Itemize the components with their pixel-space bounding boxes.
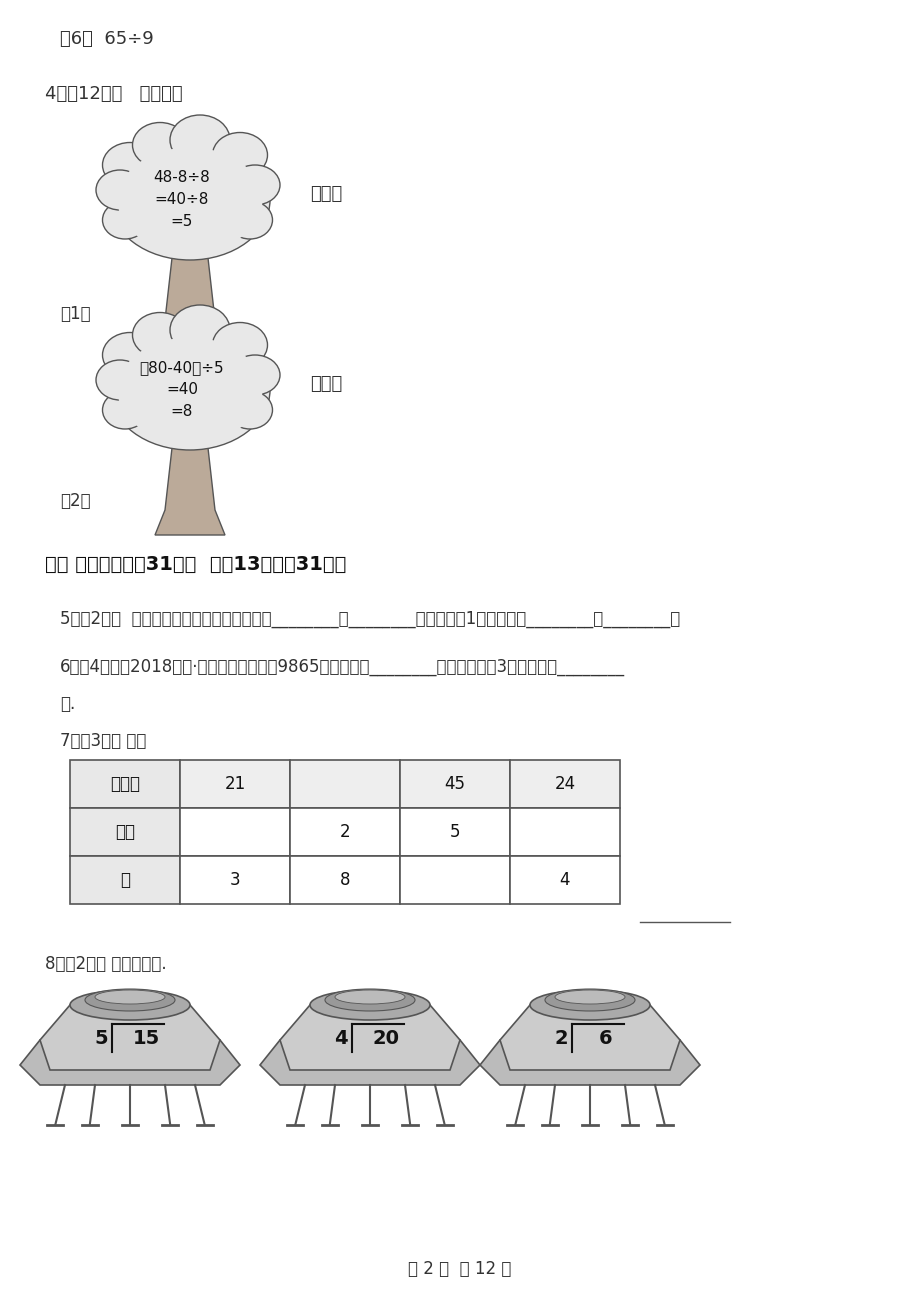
Text: 45: 45 [444,775,465,793]
Polygon shape [480,1040,699,1085]
Text: 页.: 页. [60,695,75,713]
Ellipse shape [96,171,144,210]
Text: 5．（2分）  记数算盘的十位上一个下珠表示________个________，一个上珠1个下珠表示________个________。: 5．（2分） 记数算盘的十位上一个下珠表示________个________，一… [60,611,679,628]
Bar [180,855,289,904]
Text: 6: 6 [598,1029,612,1048]
Text: 21: 21 [224,775,245,793]
Text: 除数: 除数 [115,823,135,841]
Text: 5: 5 [449,823,460,841]
Text: 3: 3 [230,871,240,889]
Text: 20: 20 [372,1029,399,1048]
Text: （6）  65÷9: （6） 65÷9 [60,30,153,48]
Text: 改正：: 改正： [310,185,342,203]
Ellipse shape [118,337,262,443]
Ellipse shape [110,329,269,450]
Ellipse shape [95,990,165,1004]
Ellipse shape [230,355,279,395]
Ellipse shape [227,201,272,240]
Ellipse shape [212,323,267,367]
Ellipse shape [96,359,144,400]
Bar [400,809,509,855]
Ellipse shape [118,147,262,253]
Text: 第 2 页  共 12 页: 第 2 页 共 12 页 [408,1260,511,1279]
Polygon shape [20,1040,240,1085]
Text: 8: 8 [339,871,350,889]
Polygon shape [279,1005,460,1070]
Bar [509,760,619,809]
Text: 48-8÷8: 48-8÷8 [153,171,210,185]
Ellipse shape [529,990,650,1019]
Text: 7．（3分） 填表: 7．（3分） 填表 [60,732,146,750]
Bar [509,809,619,855]
Polygon shape [499,1005,679,1070]
Text: 6．（4分）（2018四上·澄迈期中）学校有9865人，大约是________人；一本书有3页，大约是________: 6．（4分）（2018四上·澄迈期中）学校有9865人，大约是________人… [60,658,624,676]
Text: 2: 2 [554,1029,567,1048]
Text: =40: =40 [165,383,198,397]
Polygon shape [154,258,225,345]
Ellipse shape [70,990,190,1019]
Bar [400,855,509,904]
Bar [180,760,289,809]
Ellipse shape [102,391,147,428]
Ellipse shape [170,115,230,165]
Text: 15: 15 [132,1029,160,1048]
Ellipse shape [335,990,404,1004]
Text: 4: 4 [334,1029,347,1048]
Ellipse shape [227,391,272,428]
Ellipse shape [230,165,279,204]
Text: =5: =5 [171,215,193,229]
Ellipse shape [132,312,187,358]
Ellipse shape [212,133,267,177]
Text: 5: 5 [95,1029,108,1048]
Bar [400,760,509,809]
Ellipse shape [170,305,230,355]
Text: 二、 填空题。（內31分）  （內13题；內31分）: 二、 填空题。（內31分） （內13题；內31分） [45,555,346,574]
Bar [509,855,619,904]
Text: （1）: （1） [60,305,91,323]
Bar [289,760,400,809]
Text: =40÷8: =40÷8 [154,193,209,207]
Ellipse shape [110,141,269,260]
Ellipse shape [102,142,157,187]
Text: 2: 2 [339,823,350,841]
Text: 4．（12分）   森林医生: 4．（12分） 森林医生 [45,85,183,103]
Polygon shape [154,448,225,535]
Ellipse shape [324,990,414,1010]
Bar [70,809,180,855]
Text: （2）: （2） [60,492,91,510]
Ellipse shape [102,201,147,240]
Polygon shape [40,1005,220,1070]
Text: 被除数: 被除数 [110,775,140,793]
Text: =8: =8 [171,405,193,419]
Bar [289,809,400,855]
Ellipse shape [544,990,634,1010]
Ellipse shape [132,122,187,168]
Polygon shape [260,1040,480,1085]
Ellipse shape [554,990,624,1004]
Bar [289,855,400,904]
Bar [70,760,180,809]
Ellipse shape [85,990,175,1010]
Text: （80-40）÷5: （80-40）÷5 [140,361,224,375]
Ellipse shape [102,332,157,378]
Bar [180,809,289,855]
Text: 24: 24 [554,775,575,793]
Bar [70,855,180,904]
Text: 改正：: 改正： [310,375,342,393]
Ellipse shape [310,990,429,1019]
Text: 4: 4 [559,871,570,889]
Text: 商: 商 [119,871,130,889]
Text: 8．（2分） 外星的飞磟.: 8．（2分） 外星的飞磟. [45,954,166,973]
